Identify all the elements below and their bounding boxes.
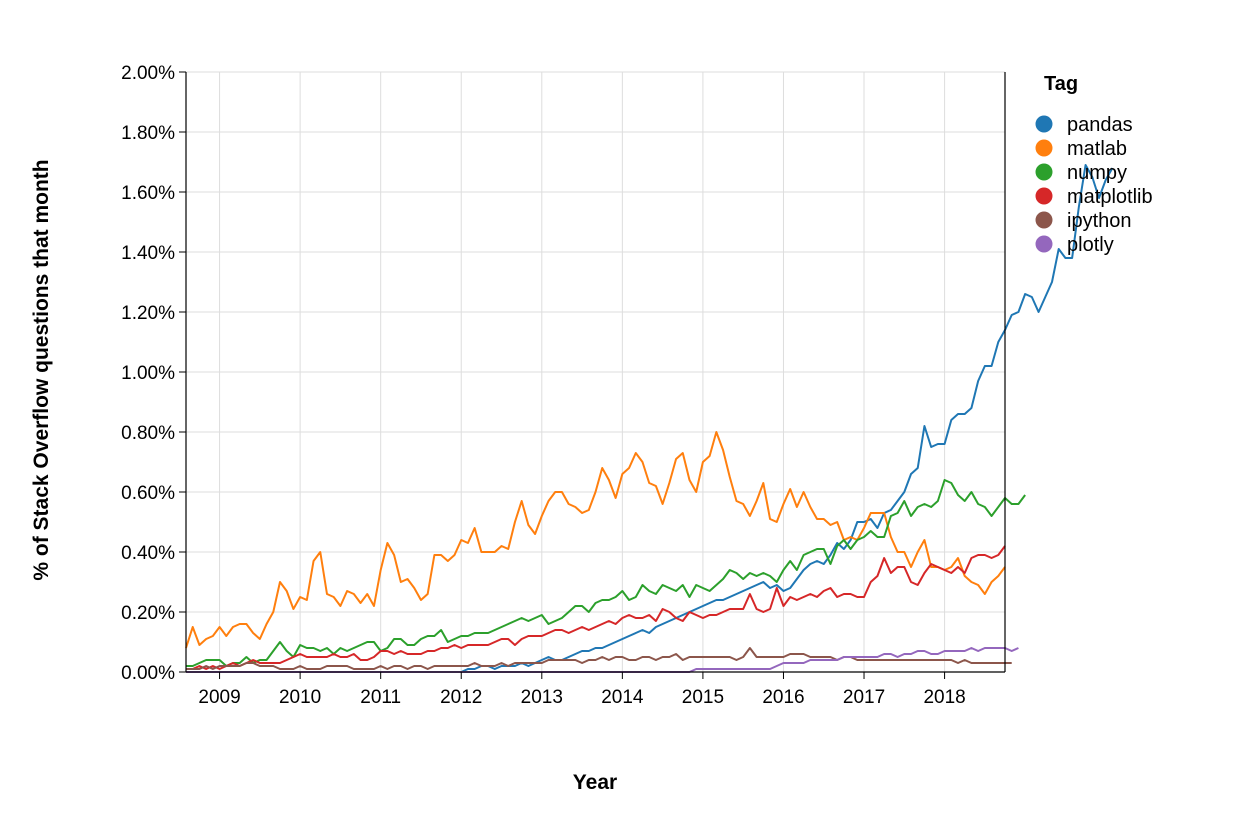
legend: Tag pandasmatlabnumpymatplotlibipythonpl…	[1035, 73, 1153, 256]
legend-swatch-pandas	[1035, 115, 1053, 133]
legend-swatch-matlab	[1035, 139, 1053, 157]
legend-label-plotly: plotly	[1067, 234, 1114, 256]
series-lines	[185, 164, 1114, 673]
x-tick-label: 2016	[762, 687, 804, 708]
y-tick-label: 1.80%	[121, 123, 175, 144]
y-tick-label: 1.20%	[121, 303, 175, 324]
series-line-pandas	[186, 164, 1114, 673]
series-line-ipython	[186, 647, 1012, 670]
axes: 0.00% 0.20% 0.40% 0.60% 0.80% 1.00% 1.20% 1.40%…	[121, 63, 1006, 708]
legend-swatch-plotly	[1035, 235, 1053, 253]
y-tick-label: 0.20%	[121, 603, 175, 624]
x-tick-label: 2015	[682, 687, 724, 708]
x-tick-label: 2011	[360, 687, 401, 708]
legend-label-ipython: ipython	[1067, 210, 1132, 232]
x-tick-label: 2013	[521, 687, 563, 708]
y-tick-label: 0.60%	[121, 483, 175, 504]
x-axis-title: Year	[573, 771, 617, 794]
y-tick-label: 0.40%	[121, 543, 175, 564]
legend-label-matplotlib: matplotlib	[1067, 186, 1153, 208]
y-tick-label: 1.60%	[121, 183, 175, 204]
x-tick-label: 2017	[843, 687, 885, 708]
x-tick-label: 2018	[923, 687, 965, 708]
y-tick-label: 0.80%	[121, 423, 175, 444]
legend-title: Tag	[1044, 73, 1078, 95]
legend-label-matlab: matlab	[1067, 138, 1127, 160]
series-line-numpy	[186, 479, 1026, 667]
legend-swatch-matplotlib	[1035, 187, 1053, 205]
y-axis-title: % of Stack Overflow questions that month	[30, 159, 53, 580]
legend-label-numpy: numpy	[1067, 162, 1127, 184]
series-line-matlab	[185, 431, 1006, 649]
y-tick-label: 2.00%	[121, 63, 175, 84]
legend-swatch-ipython	[1035, 211, 1053, 229]
legend-swatch-numpy	[1035, 163, 1053, 181]
x-tick-label: 2009	[198, 687, 240, 708]
y-tick-label: 1.00%	[121, 363, 175, 384]
y-tick-label: 1.40%	[121, 243, 175, 264]
x-tick-label: 2010	[279, 687, 321, 708]
y-tick-label: 0.00%	[121, 663, 175, 684]
grid	[186, 71, 1005, 673]
legend-label-pandas: pandas	[1067, 114, 1133, 136]
x-tick-label: 2012	[440, 687, 482, 708]
series-line-matplotlib	[186, 545, 1006, 670]
x-tick-label: 2014	[601, 687, 644, 708]
